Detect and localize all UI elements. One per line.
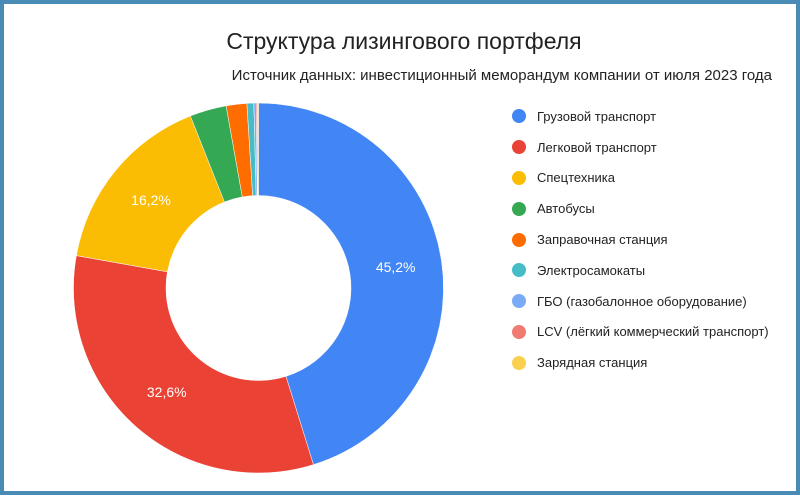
- legend-item[interactable]: Грузовой транспорт: [512, 101, 769, 132]
- donut-slice[interactable]: [76, 115, 225, 273]
- legend-color-dot-icon: [512, 232, 526, 247]
- chart-legend: Грузовой транспорт Легковой транспорт Спец…: [512, 101, 769, 378]
- legend-label: Электросамокаты: [537, 262, 646, 278]
- donut-slices: [73, 102, 444, 474]
- legend-color-dot-icon: [512, 324, 526, 339]
- legend-label: Заправочная станция: [537, 232, 668, 248]
- legend-item[interactable]: Заправочная станция: [512, 224, 769, 255]
- donut-slice[interactable]: [257, 102, 259, 196]
- legend-color-dot-icon: [512, 294, 526, 309]
- legend-label: Автобусы: [537, 201, 595, 217]
- legend-item[interactable]: Автобусы: [512, 193, 769, 224]
- donut-value-labels: 45,2% 32,6% 16,2%: [131, 192, 415, 400]
- donut-slice[interactable]: [73, 255, 314, 474]
- legend-color-dot-icon: [512, 170, 526, 185]
- legend-color-dot-icon: [512, 109, 526, 124]
- legend-item[interactable]: Зарядная станция: [512, 347, 769, 378]
- chart-subtitle: Источник данных: инвестиционный меморанд…: [231, 67, 772, 84]
- donut-chart: 45,2% 32,6% 16,2%: [73, 102, 444, 474]
- legend-label: Спецтехника: [537, 170, 615, 186]
- chart-title-text: Структура лизингового портфеля: [226, 28, 582, 54]
- legend-color-dot-icon: [512, 140, 526, 155]
- legend-color-dot-icon: [512, 355, 526, 370]
- legend-label: Грузовой транспорт: [537, 108, 657, 124]
- legend-label: Зарядная станция: [537, 355, 648, 371]
- legend-label: Легковой транспорт: [537, 139, 657, 155]
- legend-color-dot-icon: [512, 201, 526, 216]
- legend-item[interactable]: ГБО (газобалонное оборудование): [512, 286, 769, 317]
- legend-color-dot-icon: [512, 263, 526, 278]
- legend-item[interactable]: Электросамокаты: [512, 255, 769, 286]
- legend-item[interactable]: Легковой транспорт: [512, 132, 769, 163]
- legend-item[interactable]: LCV (лёгкий коммерческий транспорт): [512, 317, 769, 348]
- slice-value-label: 32,6%: [147, 384, 187, 400]
- legend-label: ГБО (газобалонное оборудование): [537, 293, 747, 309]
- slice-value-label: 16,2%: [131, 192, 171, 208]
- legend-item[interactable]: Спецтехника: [512, 163, 769, 194]
- legend-label: LCV (лёгкий коммерческий транспорт): [537, 324, 769, 340]
- slice-value-label: 45,2%: [376, 259, 416, 275]
- chart-title: Структура лизингового портфеля: [4, 28, 800, 55]
